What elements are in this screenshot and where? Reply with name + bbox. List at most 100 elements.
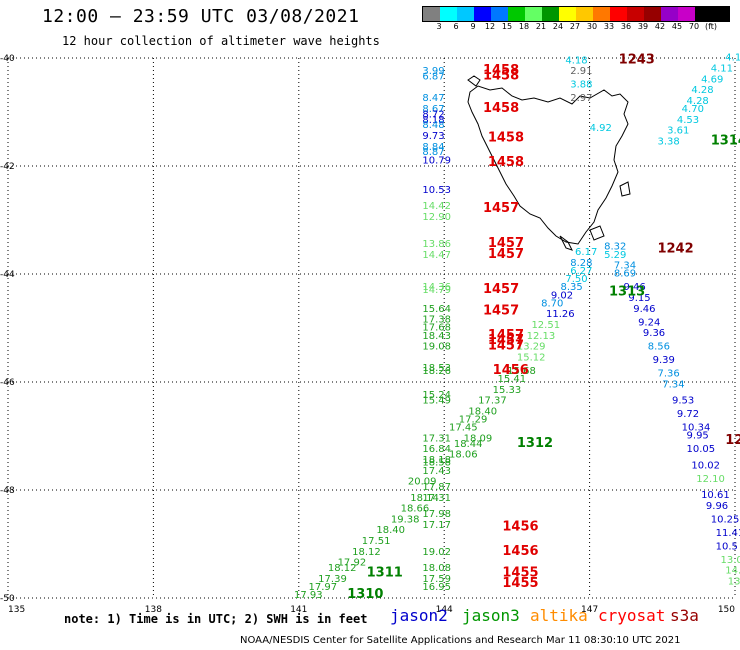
pass-time-label: 1456 [493,363,529,378]
pass-time-label: 1457 [483,201,519,216]
tasmania-coastline [467,75,631,251]
color-scale-label: 33 [603,22,615,31]
color-scale-label: 15 [501,22,513,31]
wave-height-value: 10.79 [422,155,451,166]
lat-tick-label: -42 [0,162,15,172]
wave-height-value: 19.38 [391,514,420,525]
wave-height-value: 7.50 [565,274,587,285]
wave-height-value: 8.48 [422,120,444,131]
wave-height-value: 17.17 [422,520,451,531]
color-scale-labels: 3 6 9 12 15 18 21 24 27 30 33 36 39 42 45 70 (ft) [422,22,728,34]
wave-height-value: 5.29 [604,250,626,261]
wave-height-value: 2.91 [570,66,592,77]
lat-lon-grid [7,57,736,599]
wave-height-value: 15.64 [422,304,451,315]
wave-height-value: 18.08 [422,563,451,574]
color-scale-label: (ft) [704,22,718,31]
lat-tick-label: -40 [0,54,15,64]
color-scale-label: 42 [654,22,666,31]
wave-height-value: 8.70 [541,298,563,309]
wave-height-value: 13.0 [720,555,740,566]
pass-time-label: 1457 [488,247,524,262]
legend-s3a: s3a [670,606,699,625]
pass-time-label: 1457 [483,304,519,319]
wave-height-value: 18.66 [401,504,430,515]
wave-height-value: 3.99 [422,66,444,77]
wave-height-value: 18.58 [422,458,451,469]
wave-height-value: 10.25 [711,514,740,525]
wave-height-value: 13.29 [517,342,546,353]
wave-height-value: 8.84 [422,142,444,153]
wave-height-value: 6.87 [422,72,444,83]
wave-height-value: 15.41 [498,374,527,385]
wave-height-value: 9.46 [633,304,655,315]
wave-height-value: 14.79 [422,285,451,296]
wave-height-value: 20.09 [408,477,437,488]
wave-height-value: 8.69 [614,269,636,280]
wave-height-value: 17.93 [294,590,323,601]
wave-height-value: 8.72 [422,109,444,120]
wave-height-value: 17.38 [422,315,451,326]
wave-height-value: 6.27 [570,266,592,277]
wave-height-value: 9.73 [422,131,444,142]
wave-height-value: 18.14 [410,493,439,504]
lon-tick-label: 141 [290,605,307,615]
wave-height-value: 7.36 [657,369,679,380]
wave-height-value: 17.92 [338,558,367,569]
color-scale-swatch [644,7,661,21]
wave-height-value: 9.72 [677,409,699,420]
wave-height-value: 9.46 [624,282,646,293]
wave-height-value: 17.31 [422,493,451,504]
wave-height-value: 8.32 [604,242,626,253]
color-scale-swatch [678,7,695,21]
lat-tick-label: -44 [0,270,15,280]
wave-height-value: 8.67 [422,104,444,115]
lon-tick-label: 150 [718,605,735,615]
wave-height-value: 9.95 [687,431,709,442]
pass-time-label: 1458 [483,69,519,84]
wave-height-value: 8.18 [422,115,444,126]
wave-height-value: 2.97 [570,93,592,104]
wave-height-value: 12.13 [527,331,556,342]
pass-time-label: 1243 [619,52,655,67]
wave-height-value: 9.02 [551,290,573,301]
wave-height-value: 17.45 [449,423,478,434]
color-scale-label: 39 [637,22,649,31]
wave-height-value: 15.33 [493,385,522,396]
wave-height-value: 17.31 [422,433,451,444]
wave-height-value: 8.28 [570,258,592,269]
wave-height-value: 9.24 [638,317,660,328]
footer-credit: NOAA/NESDIS Center for Satellite Applica… [240,635,681,646]
wave-height-value: 15.24 [422,390,451,401]
pass-time-label: 1458 [488,155,524,170]
wave-height-value: 4.92 [590,123,612,134]
wave-height-value: 7.34 [662,379,684,390]
wave-height-value: 15.49 [422,396,451,407]
pass-time-label: 1457 [483,282,519,297]
lon-tick-label: 135 [8,605,25,615]
pass-time-label: 1455 [502,565,538,580]
color-scale-swatch [457,7,474,21]
wave-height-value: 17.97 [308,582,337,593]
wave-height-value: 12.51 [531,320,560,331]
wave-height-value: 19.02 [422,547,451,558]
lat-tick-label: -46 [0,378,15,388]
wave-height-value: 3.88 [570,80,592,91]
wave-height-value: 4.28 [687,96,709,107]
color-scale-label: 45 [671,22,683,31]
wave-height-value: 4.18 [565,55,587,66]
pass-time-labels: 1458145814581458145814571457145714571457… [347,52,740,602]
color-scale-swatch [661,7,678,21]
wave-height-value: 17.98 [422,509,451,520]
color-scale-label: 70 [688,22,700,31]
color-scale-swatch [627,7,644,21]
wave-height-value: 9.36 [643,328,665,339]
wave-height-value: 18.09 [464,433,493,444]
wave-height-value: 10.61 [701,490,730,501]
wave-height-value: 19.08 [422,342,451,353]
color-scale-label: 3 [436,22,442,31]
pass-time-label: 1458 [483,101,519,116]
wave-height-observations: 3.996.87 8.478.678.728.188.489.738.848.87… [294,53,740,601]
wave-height-value: 16.84 [422,444,451,455]
